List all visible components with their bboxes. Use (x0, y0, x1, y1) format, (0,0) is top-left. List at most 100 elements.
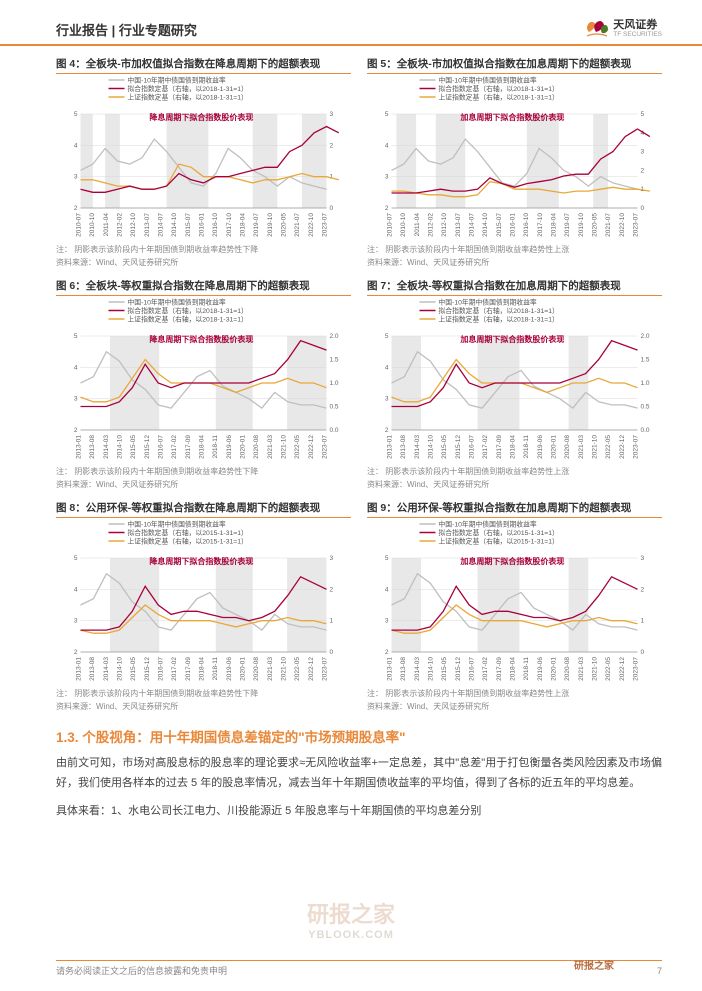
svg-text:2018-04: 2018-04 (240, 213, 247, 237)
svg-text:加息周期下拟合指数股价表现: 加息周期下拟合指数股价表现 (459, 556, 564, 566)
svg-text:降息周期下拟合指数股价表现: 降息周期下拟合指数股价表现 (149, 556, 253, 566)
chart-note: 注： 阴影表示该阶段内十年期国债到期收益率趋势性下降 (56, 686, 351, 701)
svg-text:加息周期下拟合指数股价表现: 加息周期下拟合指数股价表现 (459, 112, 564, 122)
svg-text:2010-10: 2010-10 (400, 213, 407, 237)
svg-text:2017-10: 2017-10 (537, 213, 544, 237)
svg-text:2: 2 (330, 142, 334, 149)
svg-text:2021-10: 2021-10 (592, 435, 599, 459)
chart-title: 图 4：全板块-市加权值拟合指数在降息周期下的超额表现 (56, 54, 351, 74)
header-title: 行业报告 | 行业专题研究 (56, 20, 197, 39)
tf-leaf-icon (583, 18, 609, 40)
svg-text:5: 5 (385, 111, 389, 118)
chart-source: 资料来源：Wind、天风证券研究所 (56, 479, 351, 496)
svg-text:2022-10: 2022-10 (308, 213, 315, 237)
chart-block-c4: 图 4：全板块-市加权值拟合指数在降息周期下的超额表现 234501232010… (56, 54, 351, 274)
svg-text:2.0: 2.0 (641, 333, 650, 340)
svg-text:5: 5 (385, 333, 389, 340)
svg-text:2022-12: 2022-12 (308, 657, 315, 681)
svg-text:2019-10: 2019-10 (578, 213, 585, 237)
body-paragraph-2: 具体来看：1、水电公司长江电力、川投能源近 5 年股息率与十年期国债的平均息差分… (56, 802, 662, 822)
svg-text:2014-10: 2014-10 (428, 435, 435, 459)
svg-text:2015-12: 2015-12 (144, 657, 151, 681)
chart-row: 图 4：全板块-市加权值拟合指数在降息周期下的超额表现 234501232010… (56, 54, 662, 274)
svg-text:2021-03: 2021-03 (267, 435, 274, 459)
svg-text:2021-03: 2021-03 (578, 657, 585, 681)
svg-text:4: 4 (74, 586, 78, 593)
svg-text:拟合指数定基（右轴，以2015-1-31=1）: 拟合指数定基（右轴，以2015-1-31=1） (439, 528, 559, 537)
svg-text:中国-10年期中债国债到期收益率: 中国-10年期中债国债到期收益率 (128, 298, 226, 307)
chart-source: 资料来源：Wind、天风证券研究所 (367, 479, 662, 496)
svg-text:2018-11: 2018-11 (523, 435, 530, 459)
svg-text:3: 3 (641, 149, 645, 156)
svg-text:2016-07: 2016-07 (158, 657, 165, 681)
svg-text:2: 2 (385, 205, 389, 212)
svg-text:2012-02: 2012-02 (428, 213, 435, 237)
svg-text:0.0: 0.0 (330, 427, 339, 434)
watermark-main: 研报之家 (307, 897, 395, 929)
chart-canvas: 23450123452010-072010-102011-042012-0220… (367, 74, 662, 242)
svg-text:5: 5 (74, 555, 78, 562)
svg-text:2020-01: 2020-01 (551, 657, 558, 681)
chart-block-c8: 图 8：公用环保-等权重拟合指数在降息周期下的超额表现 234501232013… (56, 498, 351, 718)
svg-text:2021-03: 2021-03 (578, 435, 585, 459)
svg-text:3: 3 (330, 555, 334, 562)
svg-text:2022-05: 2022-05 (294, 657, 301, 681)
svg-text:2015-07: 2015-07 (496, 213, 503, 237)
svg-text:上证指数定基（右轴，以2018-1-31=1）: 上证指数定基（右轴，以2018-1-31=1） (128, 315, 248, 324)
chart-title: 图 9：公用环保-等权重拟合指数在加息周期下的超额表现 (367, 498, 662, 518)
svg-text:5: 5 (641, 111, 645, 118)
svg-text:2017-02: 2017-02 (482, 657, 489, 681)
svg-text:2013-01: 2013-01 (387, 657, 394, 681)
brand-name-cn: 天风证券 (613, 19, 662, 31)
svg-text:2023-07: 2023-07 (322, 657, 329, 681)
watermark-sub: YBLOOK.COM (308, 929, 394, 941)
chart-title: 图 8：公用环保-等权重拟合指数在降息周期下的超额表现 (56, 498, 351, 518)
svg-text:2011-04: 2011-04 (103, 213, 110, 237)
brand-logo: 天风证券 TF SECURITIES (583, 18, 662, 40)
svg-text:2: 2 (641, 586, 645, 593)
chart-title: 图 5：全板块-市加权值拟合指数在加息周期下的超额表现 (367, 54, 662, 74)
svg-text:2014-10: 2014-10 (171, 213, 178, 237)
svg-text:2022-05: 2022-05 (605, 657, 612, 681)
svg-text:2013-08: 2013-08 (89, 435, 96, 459)
footer-disclaimer: 请务必阅读正文之后的信息披露和免责申明 (56, 964, 227, 977)
svg-text:4: 4 (385, 586, 389, 593)
svg-text:2015-07: 2015-07 (185, 213, 192, 237)
svg-text:2020-01: 2020-01 (551, 435, 558, 459)
svg-text:2015-05: 2015-05 (130, 435, 137, 459)
svg-text:2015-12: 2015-12 (144, 435, 151, 459)
svg-text:2022-12: 2022-12 (619, 657, 626, 681)
svg-text:2016-10: 2016-10 (523, 213, 530, 237)
svg-text:2019-06: 2019-06 (537, 657, 544, 681)
chart-row: 图 6：全板块-等权重拟合指数在降息周期下的超额表现 23450.00.51.0… (56, 276, 662, 496)
chart-canvas: 23450.00.51.01.52.02013-012013-082014-03… (56, 296, 351, 464)
svg-text:拟合指数定基（右轴，以2018-1-31=1）: 拟合指数定基（右轴，以2018-1-31=1） (128, 84, 248, 93)
svg-text:2.0: 2.0 (330, 333, 339, 340)
svg-text:1: 1 (330, 618, 334, 625)
svg-text:2014-10: 2014-10 (117, 657, 124, 681)
svg-text:2012-10: 2012-10 (441, 213, 448, 237)
svg-text:2: 2 (385, 649, 389, 656)
watermark: 研报之家 YBLOOK.COM (307, 897, 395, 941)
svg-text:2013-08: 2013-08 (89, 657, 96, 681)
svg-text:2020-08: 2020-08 (564, 657, 571, 681)
svg-text:2018-04: 2018-04 (551, 213, 558, 237)
svg-text:2019-06: 2019-06 (226, 435, 233, 459)
svg-text:2023-07: 2023-07 (633, 657, 640, 681)
svg-text:中国-10年期中债国债到期收益率: 中国-10年期中债国债到期收益率 (439, 520, 537, 529)
svg-text:2022-05: 2022-05 (605, 435, 612, 459)
chart-canvas: 23450.00.51.01.52.02013-012013-082014-03… (367, 296, 662, 464)
svg-text:5: 5 (74, 111, 78, 118)
chart-row: 图 8：公用环保-等权重拟合指数在降息周期下的超额表现 234501232013… (56, 498, 662, 718)
svg-text:上证指数定基（右轴，以2018-1-31=1）: 上证指数定基（右轴，以2018-1-31=1） (128, 93, 248, 102)
chart-block-c9: 图 9：公用环保-等权重拟合指数在加息周期下的超额表现 234501232013… (367, 498, 662, 718)
svg-text:2022-12: 2022-12 (308, 435, 315, 459)
svg-text:2013-07: 2013-07 (455, 213, 462, 237)
svg-text:2020-01: 2020-01 (240, 435, 247, 459)
svg-text:2013-08: 2013-08 (400, 435, 407, 459)
svg-text:2014-03: 2014-03 (103, 435, 110, 459)
svg-text:2018-04: 2018-04 (199, 435, 206, 459)
svg-text:2016-01: 2016-01 (510, 213, 517, 237)
svg-text:2015-12: 2015-12 (455, 657, 462, 681)
chart-title: 图 6：全板块-等权重拟合指数在降息周期下的超额表现 (56, 276, 351, 296)
